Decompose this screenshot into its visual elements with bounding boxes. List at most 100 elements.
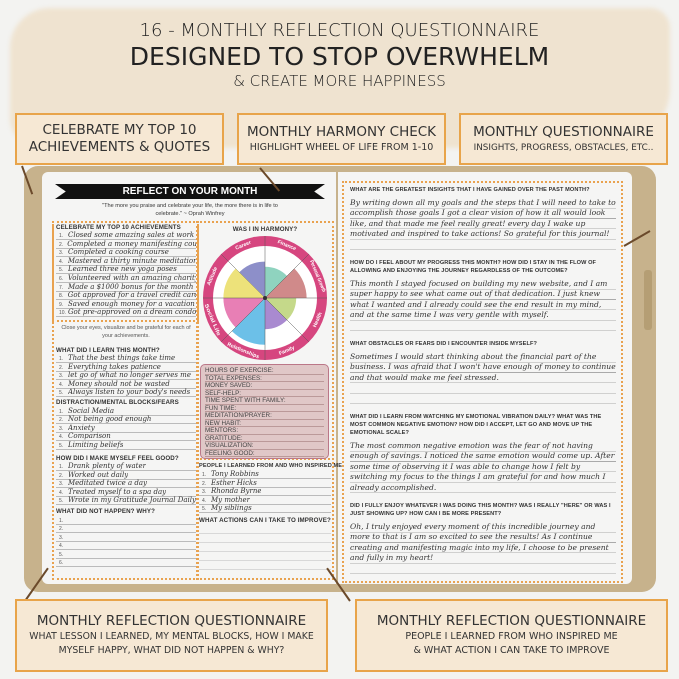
callout-subtitle: HIGHLIGHT WHEEL OF LIFE FROM 1-10	[249, 141, 434, 153]
stat-field[interactable]: SELF-HELP:	[205, 390, 324, 397]
wheel-segment-social-life[interactable]	[223, 298, 265, 328]
gratitude-note: Close your eyes, visualize and be gratef…	[61, 325, 191, 339]
wheel-segment-relationships[interactable]	[231, 298, 265, 345]
wheel-segment-health[interactable]	[265, 298, 297, 321]
callout-subtitle: WHAT LESSON I LEARNED, MY MENTAL BLOCKS,…	[29, 631, 314, 656]
callout-achievements: CELEBRATE MY TOP 10 ACHIEVEMENTS & QUOTE…	[15, 113, 224, 165]
list-item[interactable]: 5. My siblings	[199, 504, 331, 514]
wheel-segment-personal-growth[interactable]	[265, 268, 307, 298]
list-item[interactable]: 1. That the best things take time	[56, 354, 196, 364]
list-item[interactable]: 5. Learned three new yoga poses	[56, 265, 196, 275]
wheel-label: Family	[278, 345, 296, 357]
list-item[interactable]: 3. Anxiety	[56, 424, 196, 433]
item-number: 1.	[59, 233, 64, 240]
stat-field[interactable]: GRATITUDE:	[205, 435, 324, 442]
wheel-segment-career[interactable]	[239, 261, 265, 298]
list-item[interactable]: 4. My mother	[199, 496, 331, 505]
callout-title: MONTHLY HARMONY CHECK	[246, 123, 437, 140]
list-item[interactable]: 2. Everything takes patience	[56, 363, 196, 372]
list-item[interactable]: 3. Meditated twice a day	[56, 479, 196, 489]
list-item[interactable]: 5. Always listen to your body's needs	[56, 388, 196, 398]
answer-text[interactable]: Sometimes I would start thinking about t…	[350, 352, 616, 404]
list-item[interactable]: 5. Limiting beliefs	[56, 441, 196, 450]
list-item[interactable]: 6. Volunteered with an amazing charity	[56, 274, 196, 284]
quote: "The more you praise and celebrate your …	[102, 203, 278, 217]
item-number: 3.	[59, 425, 64, 432]
callout-title: ACHIEVEMENTS & QUOTES	[28, 139, 211, 155]
answer-text[interactable]: The most common negative emotion was the…	[350, 441, 616, 494]
list-item[interactable]: 2. Completed a money manifesting course	[56, 240, 196, 249]
list-item[interactable]: 8. Got approved for a travel credit card	[56, 291, 196, 301]
answer-text[interactable]: By writing down all my goals and the ste…	[350, 198, 616, 250]
stat-field[interactable]: MENTORS:	[205, 427, 324, 435]
people-header: PEOPLE I LEARNED FROM AND WHO INSPIRED M…	[199, 463, 343, 469]
list-item[interactable]: 1. Closed some amazing sales at work	[56, 231, 196, 241]
item-number: 2.	[59, 472, 64, 479]
list-item[interactable]: 6.	[56, 559, 196, 568]
item-number: 10.	[59, 310, 66, 317]
list-item[interactable]: 3.	[56, 533, 196, 542]
list-item[interactable]: 2. Esther Hicks	[199, 479, 331, 488]
stat-field[interactable]: VISUALIZATION:	[205, 442, 324, 450]
stat-field[interactable]: FUN TIME:	[205, 405, 324, 412]
wheel-segment-finance[interactable]	[265, 266, 288, 298]
item-text: That the best things take time	[68, 354, 176, 363]
list-item[interactable]: 1. Drank plenty of water	[56, 462, 196, 472]
wheel-divider	[264, 297, 310, 343]
list-item[interactable]: 2.	[56, 525, 196, 534]
stat-field[interactable]: TIME SPENT WITH FAMILY:	[205, 397, 324, 405]
stat-field[interactable]: TOTAL EXPENSES:	[205, 375, 324, 382]
stat-field[interactable]: MONEY SAVED:	[205, 382, 324, 390]
item-text: Mastered a thirty minute meditation	[67, 256, 196, 265]
list-item[interactable]: 3. Completed a cooking course	[56, 248, 196, 258]
item-number: 5.	[59, 498, 64, 505]
blocks-header: DISTRACTION/MENTAL BLOCKS/FEARS	[56, 399, 179, 407]
answer-text[interactable]: This month I stayed focused on building …	[350, 279, 616, 331]
item-number: 5.	[59, 442, 64, 449]
list-item[interactable]: 10. Got pre-approved on a dream condo	[56, 308, 196, 318]
list-item[interactable]: 1. Tony Robbins	[199, 470, 331, 480]
list-item[interactable]: 4. Money should not be wasted	[56, 380, 196, 389]
stats-box: HOURS OF EXERCISE: TOTAL EXPENSES: MONEY S…	[200, 364, 329, 459]
list-item[interactable]: 1. Social Media	[56, 407, 196, 416]
actions-lines[interactable]	[199, 524, 331, 577]
answer-text[interactable]: Oh, I truly enjoyed every moment of this…	[350, 522, 616, 575]
list-item[interactable]: 9. Saved enough money for a vacation	[56, 300, 196, 309]
list-item[interactable]: 1.	[56, 516, 196, 525]
list-item[interactable]: 4. Comparison	[56, 432, 196, 442]
item-number: 4.	[59, 381, 64, 388]
list-item[interactable]: 3. let go of what no longer serves me	[56, 371, 196, 381]
list-item[interactable]: 2. Worked out daily	[56, 471, 196, 480]
list-item[interactable]: 7. Made a $1000 bonus for the month	[56, 283, 196, 292]
callout-subtitle: PEOPLE I LEARNED FROM WHO INSPIRED ME	[405, 631, 618, 642]
item-text: Learned three new yoga poses	[68, 265, 177, 274]
item-text: Got pre-approved on a dream condo	[67, 308, 196, 317]
list-item[interactable]: 5. Wrote in my Gratitude Journal Daily	[56, 496, 196, 506]
stat-field[interactable]: HOURS OF EXERCISE:	[205, 367, 324, 375]
stat-field[interactable]: FEELING GOOD:	[205, 450, 324, 457]
item-text: Social Media	[68, 406, 115, 415]
stat-field[interactable]: MEDITATION/PRAYER:	[205, 412, 324, 420]
item-number: 6.	[59, 560, 64, 567]
list-item[interactable]: 5.	[56, 550, 196, 559]
callout-harmony: MONTHLY HARMONY CHECK HIGHLIGHT WHEEL OF…	[237, 113, 446, 165]
list-item[interactable]: 4. Mastered a thirty minute meditation	[56, 257, 196, 266]
list-item[interactable]: 2. Not being good enough	[56, 415, 196, 425]
list-item[interactable]: 4. Treated myself to a spa day	[56, 488, 196, 497]
learned-section: WHAT DID I LEARN THIS MONTH? 1. That the b…	[56, 347, 196, 568]
item-number: 3.	[59, 250, 64, 257]
list-item[interactable]: 4.	[56, 542, 196, 551]
question-block: WHAT ARE THE GREATEST INSIGHTS THAT I HA…	[350, 186, 616, 250]
wheel-label: Health	[312, 311, 324, 328]
list-item[interactable]: 3. Rhonda Byrne	[199, 487, 331, 497]
item-text: Closed some amazing sales at work	[68, 231, 195, 240]
item-text: Wrote in my Gratitude Journal Daily	[68, 496, 196, 505]
wheel-segment-attitude[interactable]	[223, 268, 265, 298]
harmony-box	[196, 221, 334, 460]
wheel-segment-family[interactable]	[265, 298, 288, 330]
question-text: DID I FULLY ENJOY WHATEVER I WAS DOING T…	[350, 503, 611, 518]
harmony-header: WAS I IN HARMONY?	[232, 226, 298, 233]
stat-field[interactable]: NEW HABIT:	[205, 420, 324, 427]
callout-reflection-right: MONTHLY REFLECTION QUESTIONNAIRE PEOPLE …	[355, 599, 668, 672]
